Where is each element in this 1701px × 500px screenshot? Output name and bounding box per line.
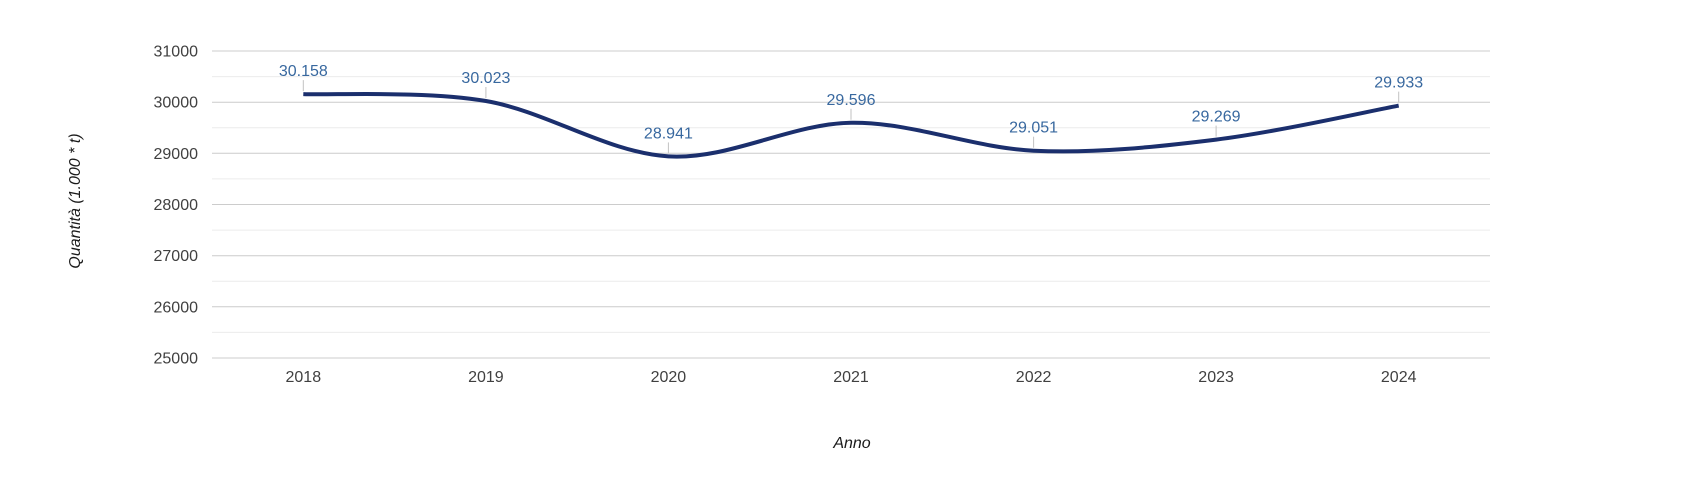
y-tick-label: 28000 [154,197,199,214]
x-tick-label: 2021 [833,369,869,386]
y-tick-label: 27000 [154,248,199,265]
x-tick-label: 2018 [286,369,322,386]
x-tick-label: 2020 [651,369,687,386]
y-axis-title: Quantità (1.000 * t) [67,133,84,269]
annotation-label: 29.596 [827,92,876,109]
series-line[interactable] [303,92,1400,159]
x-tick-label: 2023 [1198,369,1234,386]
y-tick-label: 31000 [154,44,199,61]
annotation-label: 29.051 [1009,120,1058,137]
x-tick-label: 2019 [468,369,504,386]
y-tick-label: 25000 [154,351,199,368]
annotation-label: 30.158 [279,63,328,80]
y-tick-label: 30000 [154,95,199,112]
x-tick-label: 2022 [1016,369,1052,386]
x-tick-label: 2024 [1381,369,1417,386]
annotation-label: 29.269 [1192,109,1241,126]
y-tick-label: 26000 [154,299,199,316]
x-axis-title: Anno [833,435,871,452]
annotation-label: 28.941 [644,125,693,142]
y-tick-label: 29000 [154,146,199,163]
annotation-label: 30.023 [461,70,510,87]
annotation-label: 29.933 [1374,75,1423,92]
